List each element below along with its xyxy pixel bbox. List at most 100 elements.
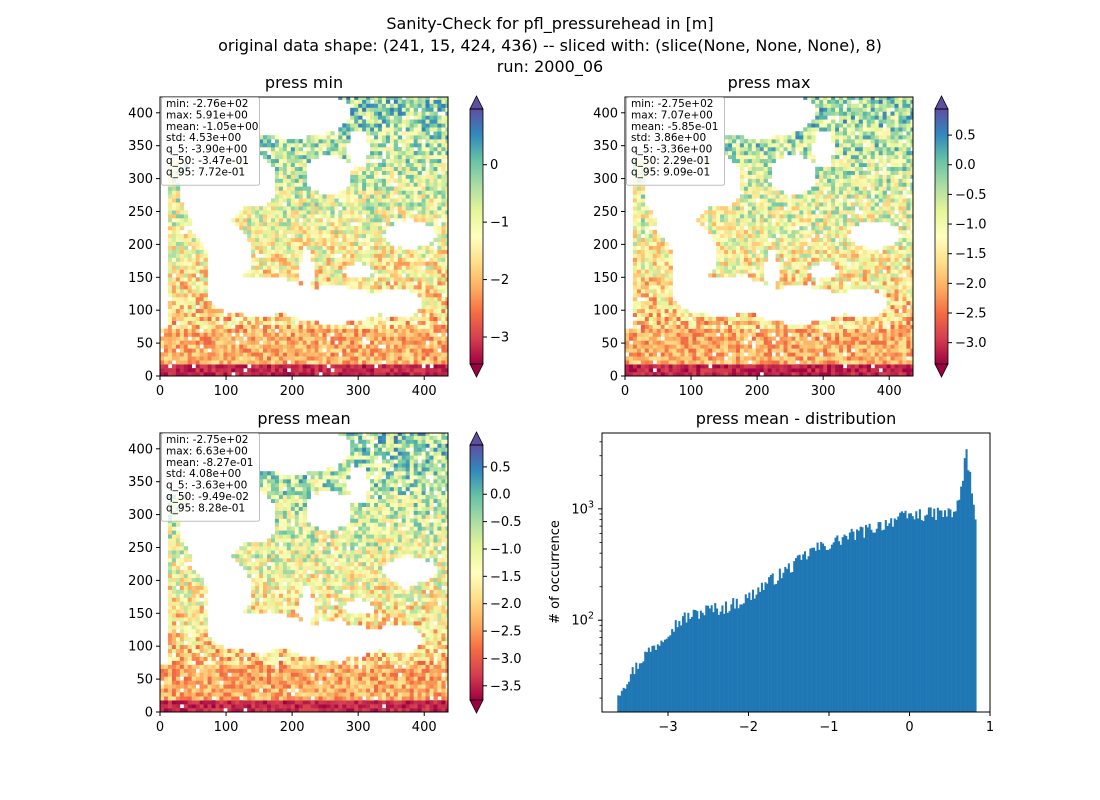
heatmap-cell xyxy=(910,316,913,321)
heatmap-cell xyxy=(298,368,303,373)
heatmap-cell xyxy=(640,340,646,345)
heatmap-cell xyxy=(437,162,442,167)
heatmap-cell xyxy=(164,372,169,376)
heatmap-cell xyxy=(358,107,363,112)
heatmap-cell xyxy=(811,281,816,286)
heatmap-cell xyxy=(207,352,212,357)
heatmap-cell xyxy=(862,269,868,274)
heatmap-cell xyxy=(409,316,414,321)
heatmap-cell xyxy=(827,332,832,337)
heatmap-cell xyxy=(862,356,868,361)
heatmap-cell xyxy=(306,158,311,164)
heatmap-cell xyxy=(640,320,646,325)
heatmap-cell xyxy=(282,218,288,223)
heatmap-cell xyxy=(175,265,181,270)
heatmap-cell xyxy=(831,372,836,376)
heatmap-cell xyxy=(393,285,399,290)
heatmap-cell xyxy=(171,368,177,373)
heatmap-cell xyxy=(366,277,371,282)
heatmap-cell xyxy=(767,364,772,369)
heatmap-cell xyxy=(862,320,868,325)
heatmap-cell xyxy=(668,293,673,298)
heatmap-cell xyxy=(636,289,642,294)
heatmap-cell xyxy=(374,261,379,266)
heatmap-cell xyxy=(763,340,768,345)
heatmap-cell xyxy=(894,273,899,278)
heatmap-cell xyxy=(409,97,414,100)
panel-title: press min xyxy=(265,73,343,92)
heatmap-cell xyxy=(870,257,875,262)
heatmap-cell xyxy=(385,348,391,353)
heatmap-cell xyxy=(728,257,733,262)
heatmap-cell xyxy=(175,372,181,376)
heatmap-cell xyxy=(342,281,347,286)
heatmap-cell xyxy=(894,261,899,266)
heatmap-cell xyxy=(791,253,796,258)
heatmap-cell xyxy=(263,344,268,349)
heatmap-cell xyxy=(632,352,638,357)
heatmap-cell xyxy=(330,277,335,282)
heatmap-cell xyxy=(429,245,434,250)
heatmap-cell xyxy=(664,245,669,250)
heatmap-cell xyxy=(771,328,776,333)
heatmap-cell xyxy=(322,249,327,254)
heatmap-cell xyxy=(215,356,220,361)
heatmap-cell xyxy=(370,170,375,175)
heatmap-cell xyxy=(819,356,824,361)
heatmap-cell xyxy=(271,344,276,349)
heatmap-cell xyxy=(374,123,379,128)
heatmap-cell xyxy=(807,352,812,357)
heatmap-cell xyxy=(648,360,654,365)
heatmap-cell xyxy=(815,328,820,333)
heatmap-cell xyxy=(381,194,387,199)
heatmap-cell xyxy=(652,277,657,282)
heatmap-cell xyxy=(421,344,426,349)
heatmap-cell xyxy=(902,360,907,365)
heatmap-cell xyxy=(409,249,414,254)
heatmap-cell xyxy=(389,206,395,211)
heatmap-cell xyxy=(267,202,272,207)
heatmap-cell xyxy=(636,372,642,376)
heatmap-cell xyxy=(263,206,268,211)
heatmap-cell xyxy=(417,257,422,262)
heatmap-cell xyxy=(910,261,913,266)
heatmap-cell xyxy=(672,352,677,357)
heatmap-cell xyxy=(389,135,395,140)
heatmap-cell xyxy=(712,328,717,333)
heatmap-cell xyxy=(370,139,375,144)
heatmap-cell xyxy=(648,253,654,258)
heatmap-cell xyxy=(425,214,430,219)
heatmap-cell xyxy=(397,135,403,140)
heatmap-cell xyxy=(385,186,391,191)
heatmap-cell xyxy=(656,316,661,321)
heatmap-cell xyxy=(350,174,355,179)
heatmap-cell xyxy=(278,178,284,183)
heatmap-cell xyxy=(366,194,371,199)
heatmap-cell xyxy=(330,348,335,353)
heatmap-cell xyxy=(199,297,204,302)
heatmap-cell xyxy=(445,368,448,373)
heatmap-cell xyxy=(433,368,438,373)
heatmap-cell xyxy=(385,245,391,250)
heatmap-cell xyxy=(175,198,181,203)
heatmap-cell xyxy=(441,147,446,152)
heatmap-cell xyxy=(370,226,375,231)
heatmap-cell xyxy=(366,364,371,369)
heatmap-cell xyxy=(843,312,848,317)
heatmap-cell xyxy=(779,372,784,376)
heatmap-cell xyxy=(696,316,701,321)
heatmap-cell xyxy=(405,170,410,175)
heatmap-cell xyxy=(405,352,410,357)
heatmap-cell xyxy=(211,360,216,365)
heatmap-cell xyxy=(413,206,418,211)
heatmap-cell xyxy=(890,320,895,325)
heatmap-cell xyxy=(267,226,272,231)
heatmap-cell xyxy=(358,320,363,325)
heatmap-cell xyxy=(346,226,351,231)
heatmap-cell xyxy=(294,328,300,333)
heatmap-cell xyxy=(366,206,371,211)
heatmap-cell xyxy=(378,170,383,175)
heatmap-cell xyxy=(381,210,387,215)
heatmap-cell xyxy=(787,328,792,333)
heatmap-cell xyxy=(310,352,315,357)
